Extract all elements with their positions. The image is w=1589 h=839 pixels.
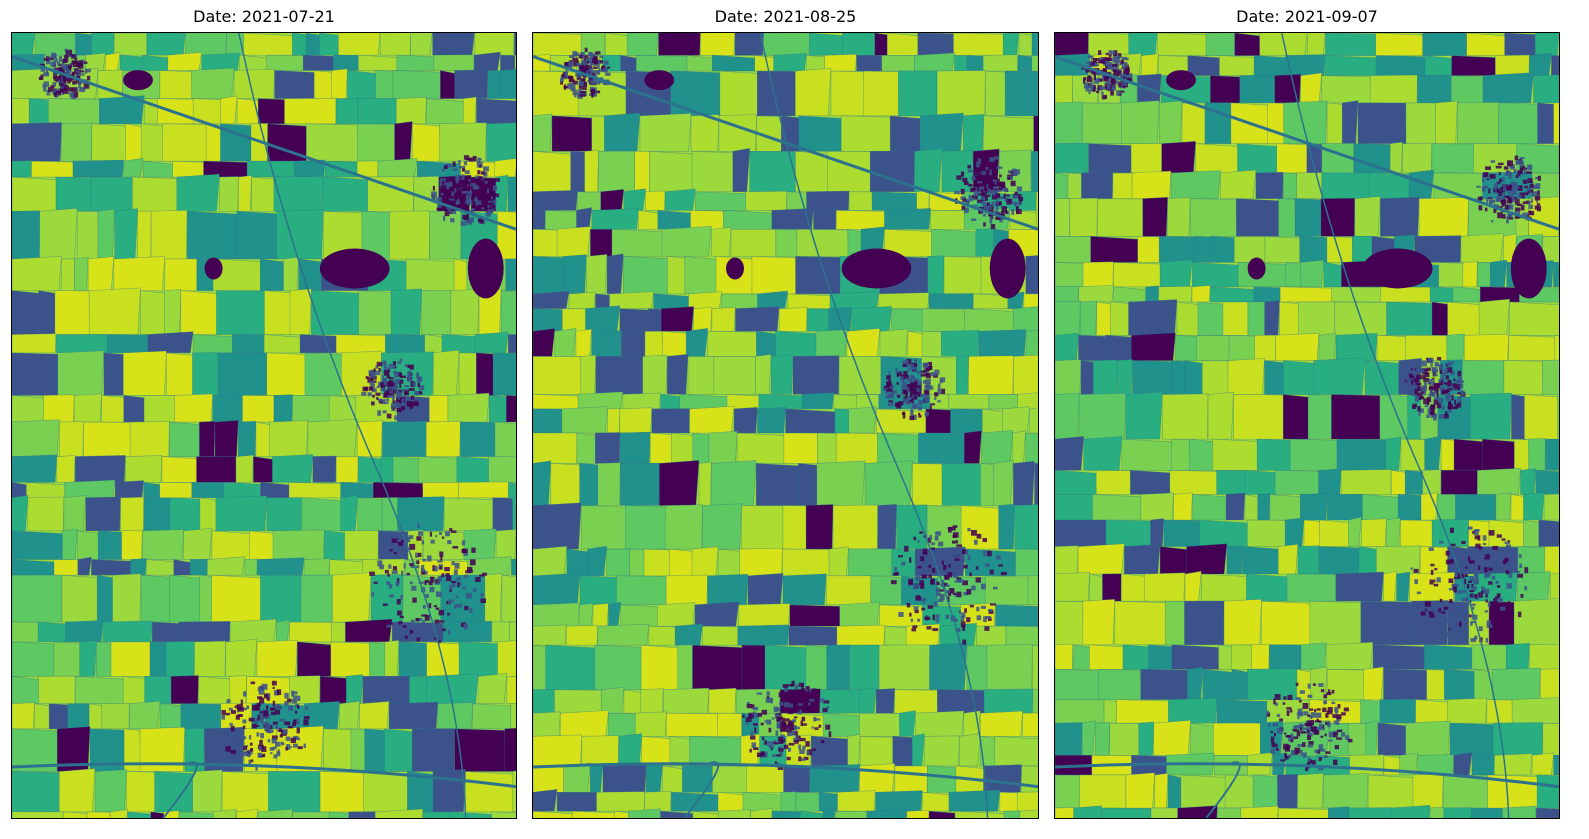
urban-areas xyxy=(38,48,500,771)
satellite-image-canvas xyxy=(1055,33,1559,818)
satellite-image-canvas xyxy=(12,33,516,818)
dark-patches xyxy=(1166,70,1547,299)
urban-areas xyxy=(1081,50,1542,772)
roads xyxy=(1055,33,1559,818)
satellite-image xyxy=(532,32,1039,819)
roads xyxy=(533,33,1038,818)
panel-title: Date: 2021-08-25 xyxy=(714,7,857,26)
satellite-image xyxy=(11,32,517,819)
field-parcels xyxy=(533,33,1038,818)
roads xyxy=(12,33,516,818)
dark-patches xyxy=(123,70,504,299)
panel-title: Date: 2021-07-21 xyxy=(193,7,335,26)
satellite-image xyxy=(1054,32,1560,819)
dark-patches xyxy=(644,70,1026,299)
field-parcels xyxy=(1055,33,1559,818)
panel-title: Date: 2021-09-07 xyxy=(1236,7,1378,26)
satellite-image-canvas xyxy=(533,33,1038,818)
